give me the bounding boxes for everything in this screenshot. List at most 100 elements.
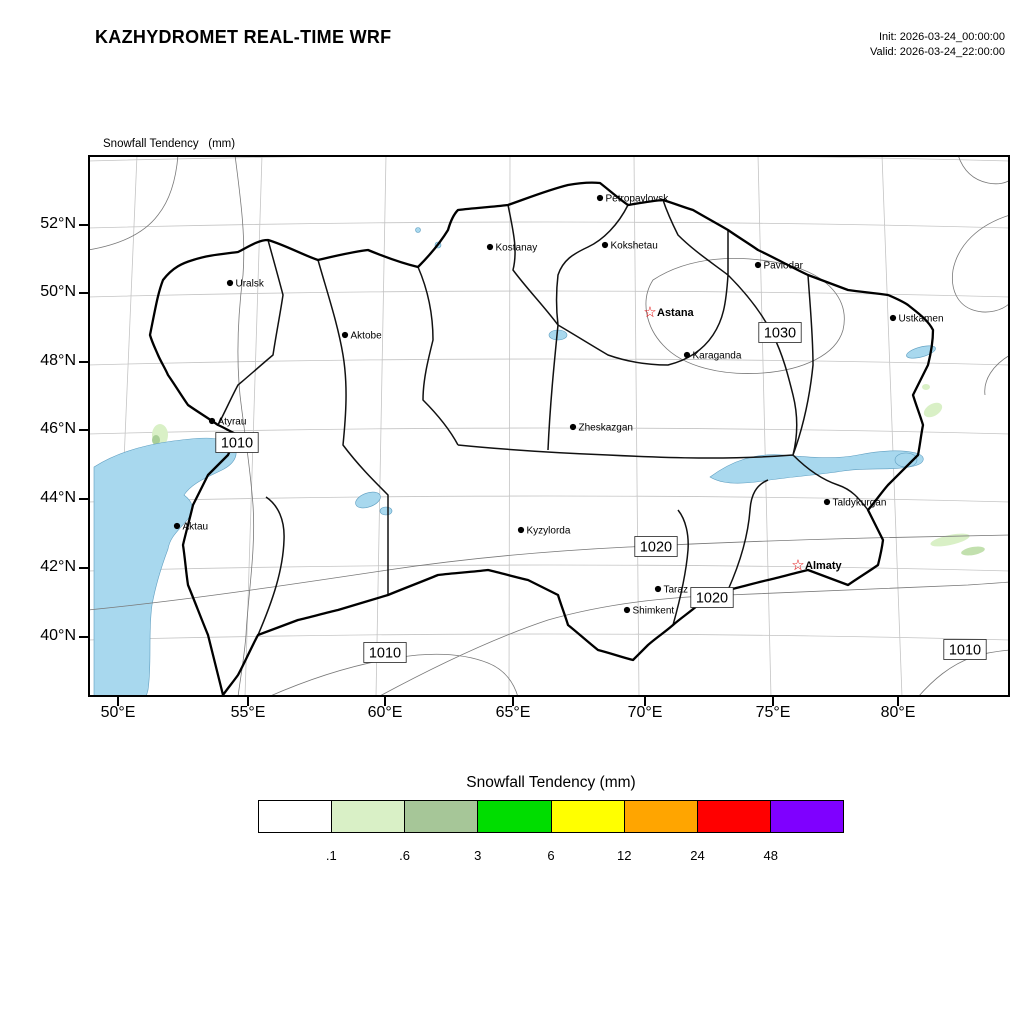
city-label: Uralsk (236, 279, 265, 290)
lon-tick-mark (512, 697, 514, 706)
pressure-label: 1020 (696, 591, 728, 607)
region-borders (217, 199, 869, 636)
map-frame (88, 155, 1010, 697)
city-label: Taldykurgan (833, 498, 887, 509)
city-dot (486, 243, 494, 251)
lake-zaysan (906, 345, 936, 359)
city-label: Pavlodar (764, 261, 804, 272)
snow-patch (922, 384, 930, 390)
colorbar-cell (696, 801, 770, 832)
colorbar (258, 800, 844, 833)
snow-patch (930, 533, 970, 547)
colorbar-tick-label: 48 (763, 848, 778, 863)
caspian-sea (93, 437, 237, 697)
city-label: Taraz (664, 585, 688, 596)
colorbar-tick-label: .1 (325, 848, 337, 863)
city-label: Kostanay (496, 243, 538, 254)
city-dot (601, 241, 609, 249)
snow-patch (152, 435, 160, 445)
colorbar-cell (550, 801, 624, 832)
lat-tick-mark (79, 429, 88, 431)
page-title: KAZHYDROMET REAL-TIME WRF (95, 27, 392, 47)
lon-tick-label: 60°E (367, 704, 403, 721)
pressure-label: 1030 (764, 326, 796, 342)
city-dot (596, 194, 604, 202)
lat-tick-label: 42°N (40, 558, 76, 575)
lon-tick-label: 80°E (880, 704, 916, 721)
city-label: Aktobe (351, 331, 383, 342)
pressure-label: 1010 (369, 646, 401, 662)
lon-tick-mark (644, 697, 646, 706)
aral-sea-remnant (355, 491, 381, 509)
pressure-label-box (943, 639, 987, 660)
kazakhstan-weather-map: 1010 1030 1020 1020 1010 1010 Petropavlovsk Ko… (88, 155, 1010, 697)
cities-layer: Petropavlovsk Kostanay Kokshetau Pavlodar Ur… (173, 194, 944, 617)
city-label: Kokshetau (611, 241, 658, 252)
city-dot (208, 417, 216, 425)
city-label: Ustkamen (899, 314, 944, 325)
city-dot (654, 585, 662, 593)
lat-tick-mark (79, 498, 88, 500)
lon-tick-mark (117, 697, 119, 706)
city-dot (226, 279, 234, 287)
city-label: Astana (657, 307, 695, 319)
field-snowfall-tendency: Snowfall Tendency (mm) (103, 138, 236, 150)
colorbar-cell (769, 801, 843, 832)
city-dot (341, 331, 349, 339)
city-dot (889, 314, 897, 322)
city-dot (754, 261, 762, 269)
lat-tick-label: 44°N (40, 489, 76, 506)
colorbar-tick-labels: .1 .6 3 6 12 24 48 (0, 848, 1024, 868)
pressure-label-box (215, 432, 259, 453)
colorbar-tick-label: 12 (617, 848, 632, 863)
lat-tick-label: 50°N (40, 283, 76, 300)
lon-tick-label: 75°E (755, 704, 791, 721)
city-label: Shimkent (633, 606, 675, 617)
city-label: Atyrau (218, 417, 247, 428)
init-time: Init: 2026-03-24_00:00:00 (879, 31, 1005, 43)
colorbar-tick-label: 24 (690, 848, 705, 863)
lon-tick-mark (247, 697, 249, 706)
pressure-label-box (690, 587, 734, 608)
city-label: Zheskazgan (579, 423, 633, 434)
city-label: Almaty (805, 560, 843, 572)
colorbar-tick-label: 3 (474, 848, 482, 863)
lon-tick-label: 70°E (627, 704, 663, 721)
lat-tick-label: 40°N (40, 627, 76, 644)
city-label: Petropavlovsk (606, 194, 670, 205)
capital-star-icon: ☆ (791, 557, 804, 574)
city-dot (173, 522, 181, 530)
city-dot (569, 423, 577, 431)
lat-tick-mark (79, 567, 88, 569)
snow-patch (923, 402, 943, 418)
lon-tick-mark (897, 697, 899, 706)
pressure-label: 1010 (221, 436, 253, 452)
city-dot (683, 351, 691, 359)
city-dot (823, 498, 831, 506)
snowfall-patches (152, 384, 985, 556)
lon-tick-label: 50°E (100, 704, 136, 721)
colorbar-cell (477, 801, 551, 832)
lat-tick-mark (79, 292, 88, 294)
legend-title: Snowfall Tendency (mm) (466, 774, 636, 791)
lat-tick-mark (79, 636, 88, 638)
lat-tick-mark (79, 224, 88, 226)
city-dot (623, 606, 631, 614)
pressure-label-box (363, 642, 407, 663)
lat-tick-label: 48°N (40, 352, 76, 369)
city-label: Karaganda (693, 351, 742, 362)
national-border (148, 181, 935, 697)
colorbar-cell (331, 801, 405, 832)
city-label: Kyzylorda (527, 526, 571, 537)
colorbar-tick-label: .6 (399, 848, 410, 863)
snow-patch (961, 546, 985, 556)
colorbar-cell (404, 801, 478, 832)
capital-star-icon: ☆ (643, 304, 656, 321)
lat-tick-label: 52°N (40, 215, 76, 232)
lon-tick-mark (772, 697, 774, 706)
valid-time: Valid: 2026-03-24_22:00:00 (870, 46, 1005, 58)
pressure-label: 1020 (640, 540, 672, 556)
aral-sea-remnant (379, 506, 393, 516)
colorbar-tick-label: 6 (547, 848, 555, 863)
